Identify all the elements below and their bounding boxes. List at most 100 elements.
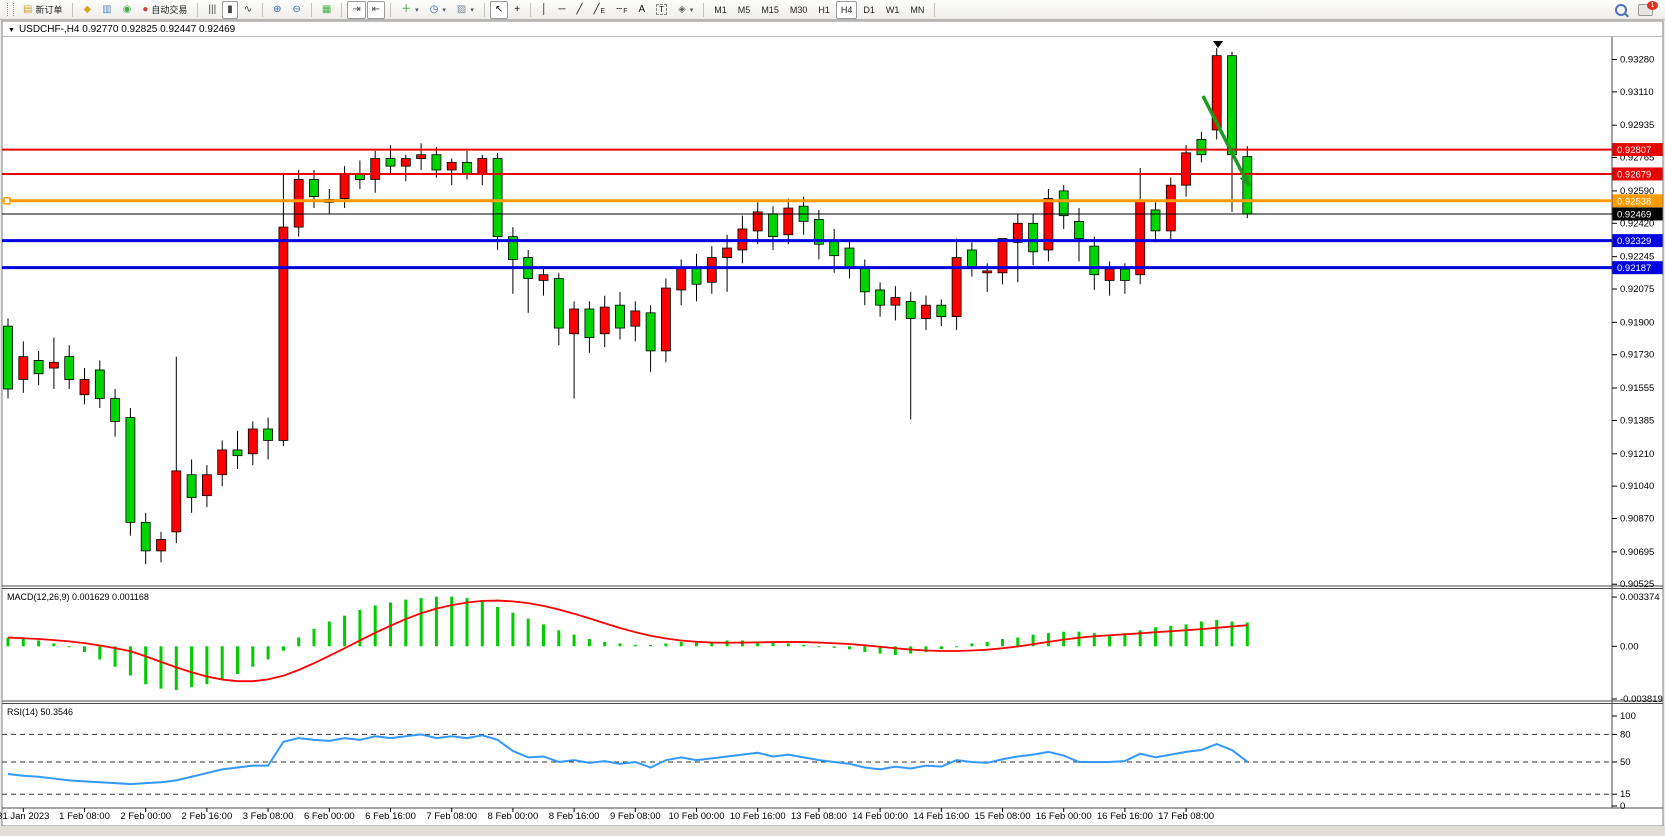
macd-histogram-bar [939,646,943,650]
new-order-button[interactable]: ▤ 新订单 [18,1,67,19]
cursor-tool-button[interactable]: ↖ [489,0,509,19]
support-line-lower-price-label: 0.92187 [1617,263,1651,274]
chart-shift-button[interactable]: ⇤ [366,0,386,19]
macd-histogram-bar [542,624,545,647]
price-tick-label: 0.90695 [1620,547,1654,558]
bull-candle [982,270,993,274]
auto-trading-button[interactable]: ● 自动交易 [137,1,192,19]
time-tick-label: 8 Feb 16:00 [549,811,600,822]
timeframe-d1-button[interactable]: D1 [858,1,880,19]
templates-button[interactable]: ▨ ▾ [452,1,479,19]
time-tick-label: 13 Feb 08:00 [791,811,847,822]
macd-histogram-bar [1230,621,1234,647]
package-icon-button[interactable]: ◆ [78,1,96,19]
macd-signal-line [7,599,1248,683]
macd-histogram-bar [710,641,714,647]
timeframe-mn-button[interactable]: MN [905,1,929,19]
macd-histogram-bar [327,621,331,647]
text-label-tool-button[interactable]: T [651,1,672,19]
candlestick-chart-type-button[interactable]: ▮ [222,0,238,19]
bear-candle [1028,222,1038,253]
tool-suffix: F [623,8,628,15]
macd-indicator-label: MACD(12,26,9) 0.001629 0.001168 [7,592,149,602]
macd-histogram-bar [924,646,928,653]
fibonacci-tool-button[interactable]: ┄ F [611,1,632,19]
toolbar-separator [197,2,199,17]
bar-chart-type-button[interactable]: ||| [203,1,221,19]
tile-windows-button[interactable]: ▦ [317,1,336,19]
zoom-out-button[interactable]: ⊖ [288,1,306,19]
time-tick-label: 31 Jan 2023 [0,811,49,822]
equidistant-channel-tool-button[interactable]: ╱ E [588,1,610,19]
search-icon[interactable] [1615,3,1627,16]
support-line-upper-price-box [1612,234,1663,248]
signals-icon-button[interactable]: ◉ [118,1,137,19]
time-tick-label: 7 Feb 08:00 [426,811,477,822]
timeframe-m15-button[interactable]: M15 [756,1,784,19]
macd-histogram-bar [878,646,882,654]
macd-histogram-bar [1016,637,1020,647]
indicators-add-icon: ＋ [401,3,412,15]
timeframe-m1-label: M1 [714,4,727,15]
timeframe-h4-button[interactable]: H4 [835,0,858,19]
timeframe-m30-button[interactable]: M30 [785,1,813,19]
line-chart-type-button[interactable]: ∿ [239,1,257,19]
bear-candle [492,158,503,238]
bear-candle [1196,139,1207,156]
time-tick-label: 6 Feb 00:00 [304,811,355,822]
new-order-icon: ▤ [23,3,33,15]
rsi-line [7,733,1248,786]
bull-candle [722,247,732,258]
bear-candle [844,247,855,268]
bull-candle [201,474,212,497]
macd-histogram-bar [1215,620,1219,647]
macd-histogram-bar [603,641,607,647]
dropdown-caret-icon[interactable]: ▾ [689,6,694,14]
timeframe-w1-button[interactable]: W1 [881,1,905,19]
resistance-line-lower-price-box [1612,167,1663,181]
bull-candle [171,470,182,533]
horizontal-line-tool-button[interactable]: ─ [553,1,570,19]
shapes-tool-button[interactable]: ◈ ▾ [673,1,698,19]
periods-icon: ◷ [429,3,439,15]
text-tool-button[interactable]: A [634,1,651,19]
tile-windows-icon: ▦ [321,3,332,15]
bear-candle [645,312,656,352]
macd-histogram-bar [312,628,316,647]
auto-trading-icon: ● [142,3,149,15]
bull-candle [156,539,166,552]
bull-candle [706,257,717,283]
charts-window-icon-button[interactable]: ▥ [97,1,116,19]
dropdown-caret-icon[interactable]: ▾ [442,6,446,14]
timeframe-h1-button[interactable]: H1 [813,1,835,19]
macd-histogram-bar [679,641,683,647]
bear-candle [936,304,947,318]
toolbar-grip [7,3,14,16]
bear-candle [1058,190,1069,217]
dropdown-caret-icon[interactable]: ▾ [415,6,419,14]
macd-histogram-bar [37,640,41,647]
crosshair-tool-button[interactable]: + [509,1,525,19]
zoom-in-button[interactable]: ⊕ [268,1,286,19]
periods-button[interactable]: ◷ ▾ [425,1,451,19]
bull-candle [997,238,1008,274]
macd-histogram-bar [572,634,576,647]
bear-candle [125,417,136,523]
timeframe-m1-button[interactable]: M1 [709,1,732,19]
macd-histogram-bar [128,646,132,676]
symbol-dropdown-caret[interactable]: ▼ [8,27,15,34]
dropdown-caret-icon[interactable]: ▾ [470,6,474,14]
text-label-tool-icon: T [656,4,668,15]
chat-icon[interactable]: 1 [1638,0,1658,16]
timeframe-m5-button[interactable]: M5 [733,1,756,19]
indicators-add-button[interactable]: ＋ ▾ [396,1,424,19]
bear-candle [3,325,13,390]
bull-candle [921,304,931,319]
macd-histogram-bar [480,601,484,647]
price-tick-label: 0.90525 [1620,579,1654,590]
vertical-line-tool-button[interactable]: │ [536,1,552,19]
auto-scroll-button[interactable]: ⇥ [347,0,366,19]
bear-candle [1227,55,1237,156]
time-tick-label: 9 Feb 08:00 [610,811,661,822]
trendline-tool-button[interactable]: ╱ [571,1,587,19]
